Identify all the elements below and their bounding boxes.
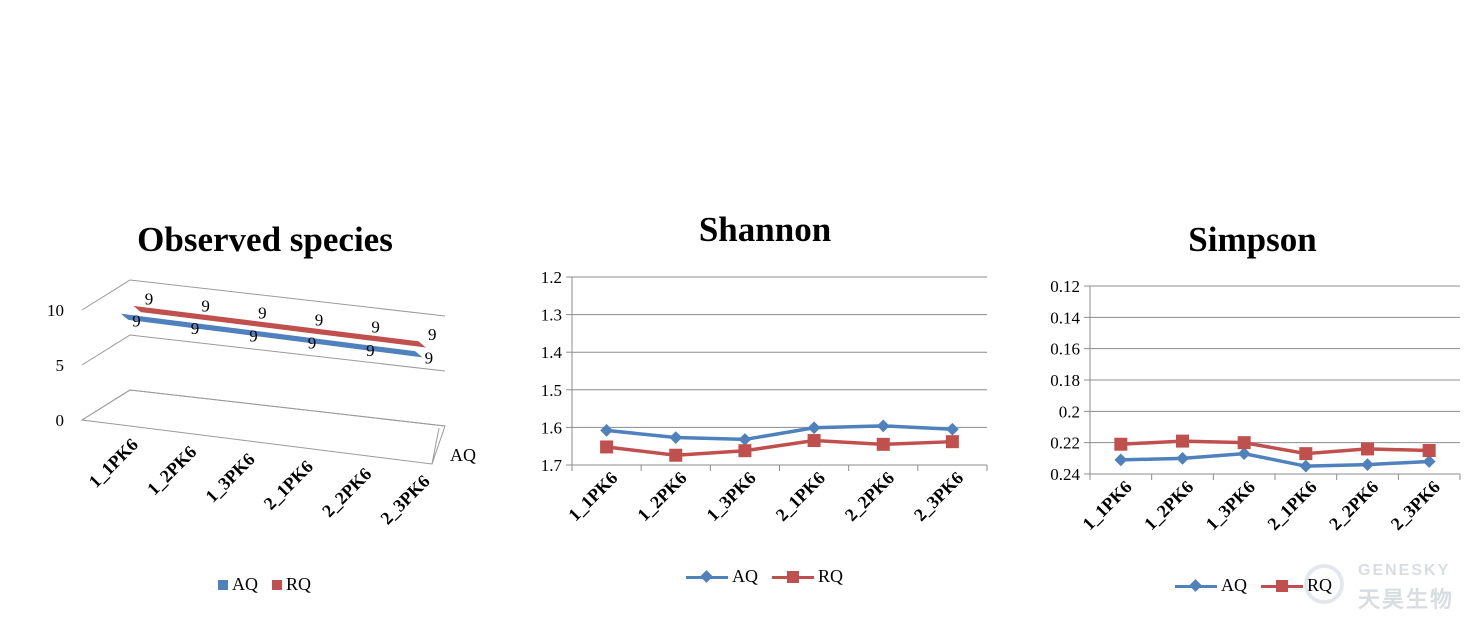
data-point-aq bbox=[1114, 453, 1128, 467]
data-label-rq: 9 bbox=[371, 318, 380, 337]
data-point-rq bbox=[738, 444, 752, 458]
y-tick-label: 0.16 bbox=[1050, 340, 1080, 359]
chart-title: Simpson bbox=[1188, 220, 1317, 259]
gridline bbox=[81, 279, 446, 317]
data-label-rq: 9 bbox=[315, 311, 324, 330]
x-tick-label: 1_2PK6 bbox=[1140, 477, 1197, 534]
data-point-rq bbox=[807, 434, 821, 448]
data-point-rq bbox=[1114, 437, 1128, 451]
data-label-aq: 9 bbox=[249, 326, 258, 345]
y-tick-label: 1.4 bbox=[541, 343, 563, 362]
x-tick-label: 1_1PK6 bbox=[1078, 477, 1135, 534]
watermark-brand: GENESKY bbox=[1358, 562, 1451, 579]
y-tick-label: 1.6 bbox=[541, 418, 562, 437]
data-label-aq: 9 bbox=[366, 341, 375, 360]
observed-species-chart: Observed species 0 5 10 AQ 1_1PK6 1_2PK6 1_3PK… bbox=[0, 0, 500, 617]
data-label-rq: 9 bbox=[201, 297, 210, 316]
legend-item-rq: RQ bbox=[272, 574, 311, 595]
legend-label: AQ bbox=[232, 574, 258, 594]
y-tick-label: 1.7 bbox=[541, 456, 563, 475]
chart-title: Observed species bbox=[137, 220, 393, 259]
data-point-rq bbox=[945, 435, 959, 449]
legend-marker-rq bbox=[772, 570, 814, 584]
legend-marker-rq bbox=[1261, 579, 1303, 593]
data-label-rq: 9 bbox=[145, 290, 154, 309]
x-tick-label: 2_2PK6 bbox=[1325, 477, 1382, 534]
data-point-rq bbox=[1422, 444, 1436, 457]
chart-legend: AQ RQ bbox=[218, 574, 311, 595]
ribbon-aq bbox=[120, 313, 423, 358]
legend-item-aq: AQ bbox=[218, 574, 258, 595]
series-line-rq bbox=[1120, 439, 1430, 456]
legend-label: AQ bbox=[732, 566, 758, 586]
chart-legend: AQ RQ bbox=[686, 566, 843, 587]
legend-swatch-aq bbox=[218, 579, 228, 590]
data-point-aq bbox=[1237, 447, 1251, 460]
watermark-brand-cn: 天昊生物 bbox=[1358, 588, 1455, 613]
legend-label: RQ bbox=[286, 574, 312, 594]
data-point-rq bbox=[1176, 434, 1189, 448]
gridline bbox=[81, 334, 446, 372]
data-point-rq bbox=[600, 440, 614, 454]
data-point-rq bbox=[876, 437, 890, 451]
depth-axis bbox=[431, 427, 440, 465]
x-tick-label: 2_3PK6 bbox=[1387, 477, 1444, 534]
legend-marker-aq bbox=[686, 569, 728, 584]
data-point-aq bbox=[1361, 458, 1374, 471]
legend-label: RQ bbox=[818, 566, 844, 586]
data-label-aq: 9 bbox=[308, 334, 317, 353]
y-tick-label: 0.14 bbox=[1050, 308, 1080, 327]
y-tick-label: 0.18 bbox=[1050, 371, 1080, 390]
legend-item-rq: RQ bbox=[772, 566, 843, 587]
x-tick-label: 1_3PK6 bbox=[1202, 477, 1259, 534]
x-tick-label: 2_1PK6 bbox=[1263, 477, 1320, 534]
y-tick-label: 1.3 bbox=[541, 306, 562, 325]
legend-marker-aq bbox=[1175, 578, 1217, 593]
chart-title: Shannon bbox=[698, 210, 832, 249]
y-tick-label: 5 bbox=[56, 356, 65, 375]
data-label-rq: 9 bbox=[428, 325, 437, 344]
y-tick-label: 10 bbox=[47, 301, 64, 320]
depth-axis-label: AQ bbox=[450, 445, 476, 465]
legend-item-aq: AQ bbox=[686, 566, 758, 587]
floor bbox=[80, 389, 446, 465]
data-point-rq bbox=[1299, 447, 1313, 461]
shannon-chart: Shannon 1.2 1.3 1.4 1.5 1.6 1.7 1_1PK6 1_2PK6 1_… bbox=[541, 210, 988, 587]
series-line-aq bbox=[1120, 451, 1430, 468]
data-label-aq: 9 bbox=[191, 319, 200, 338]
y-tick-label: 0.24 bbox=[1050, 465, 1080, 484]
y-tick-label: 0.12 bbox=[1050, 277, 1080, 296]
ribbon-rq bbox=[133, 305, 426, 348]
y-tick-label: 1.5 bbox=[541, 381, 562, 400]
data-point-rq bbox=[669, 448, 683, 462]
series-line-aq bbox=[606, 424, 953, 442]
data-point-aq bbox=[1176, 451, 1189, 465]
genesky-watermark-logo: GENESKY 天昊生物 bbox=[1300, 560, 1470, 613]
legend-label: AQ bbox=[1221, 575, 1247, 595]
logo-circle-icon bbox=[1304, 564, 1344, 604]
data-point-aq bbox=[1422, 455, 1436, 468]
y-tick-label: 0.22 bbox=[1050, 434, 1080, 453]
data-point-aq bbox=[1299, 459, 1313, 473]
y-tick-label: 0 bbox=[56, 411, 65, 430]
y-tick-label: 1.2 bbox=[541, 268, 562, 287]
series-line-rq bbox=[606, 438, 953, 457]
data-label-aq: 9 bbox=[425, 349, 434, 368]
data-point-rq bbox=[1361, 442, 1374, 456]
shannon-plot: 1.21.31.41.51.61.71_1PK6 1_2PK6 1_3PK6 2_1P… bbox=[541, 268, 988, 525]
data-label-rq: 9 bbox=[258, 304, 267, 323]
data-label-aq: 9 bbox=[132, 311, 141, 330]
data-point-rq bbox=[1237, 436, 1251, 450]
legend-item-aq: AQ bbox=[1175, 575, 1247, 596]
y-tick-label: 0.2 bbox=[1059, 402, 1080, 421]
legend-swatch-rq bbox=[272, 579, 282, 590]
